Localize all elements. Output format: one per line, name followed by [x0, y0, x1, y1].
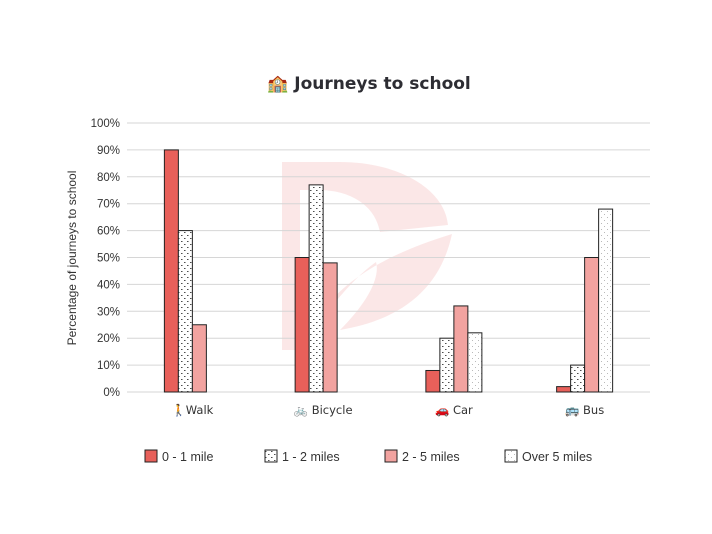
- bar-over-5-miles-3: [598, 208, 614, 393]
- bar-0-1-mile-3: [556, 386, 572, 393]
- y-tick-label: 40%: [97, 279, 120, 291]
- legend-label: 0 - 1 mile: [162, 450, 213, 464]
- y-tick-label: 60%: [97, 226, 120, 238]
- bar-over-5-miles-2: [467, 332, 483, 393]
- bar-2-5-miles-1: [322, 262, 338, 393]
- bar-0-1-mile-2: [425, 369, 441, 393]
- bar-0-1-mile-1: [294, 257, 310, 393]
- y-axis-label: Percentage of journeys to school: [65, 171, 79, 346]
- gridlines: [127, 122, 650, 393]
- bar-2-5-miles-0: [191, 324, 207, 393]
- y-tick-label: 20%: [97, 333, 120, 345]
- legend-swatch: [504, 449, 518, 463]
- bar-1-2-miles-1: [308, 184, 324, 393]
- y-tick-label: 10%: [97, 360, 120, 372]
- bar-1-2-miles-3: [570, 364, 586, 393]
- y-tick-label: 90%: [97, 145, 120, 157]
- y-tick-label: 100%: [91, 118, 120, 130]
- x-category-label: 🚲 Bicycle: [294, 403, 353, 417]
- legend-swatch: [384, 449, 398, 463]
- chart-title: 🏫 Journeys to school: [267, 74, 471, 94]
- legend-swatch: [264, 449, 278, 463]
- legend-label: 2 - 5 miles: [402, 450, 460, 464]
- x-axis-categories: 🚶Walk 🚲 Bicycle 🚗 Car 🚌 Bus: [171, 403, 604, 417]
- bar-1-2-miles-2: [439, 337, 455, 393]
- x-category-label: 🚌 Bus: [565, 403, 604, 417]
- bars: [163, 149, 614, 393]
- legend-label: Over 5 miles: [522, 450, 592, 464]
- legend-swatch: [144, 449, 158, 463]
- y-axis-ticks: 0% 10% 20% 30% 40% 50% 60% 70% 80% 90% 100%: [91, 118, 120, 399]
- legend: 0 - 1 mile 1 - 2 miles 2 - 5 miles Over 5 m…: [144, 449, 592, 464]
- legend-label: 1 - 2 miles: [282, 450, 340, 464]
- y-tick-label: 70%: [97, 199, 120, 211]
- y-tick-label: 80%: [97, 172, 120, 184]
- bar-2-5-miles-2: [453, 305, 469, 393]
- y-tick-label: 0%: [103, 387, 120, 399]
- bar-2-5-miles-3: [584, 257, 600, 393]
- y-tick-label: 30%: [97, 306, 120, 318]
- watermark-logo: [282, 162, 452, 350]
- bar-1-2-miles-0: [177, 230, 193, 393]
- x-category-label: 🚶Walk: [171, 403, 213, 417]
- y-tick-label: 50%: [97, 253, 120, 265]
- x-category-label: 🚗 Car: [435, 403, 473, 417]
- bar-0-1-mile-0: [163, 149, 179, 393]
